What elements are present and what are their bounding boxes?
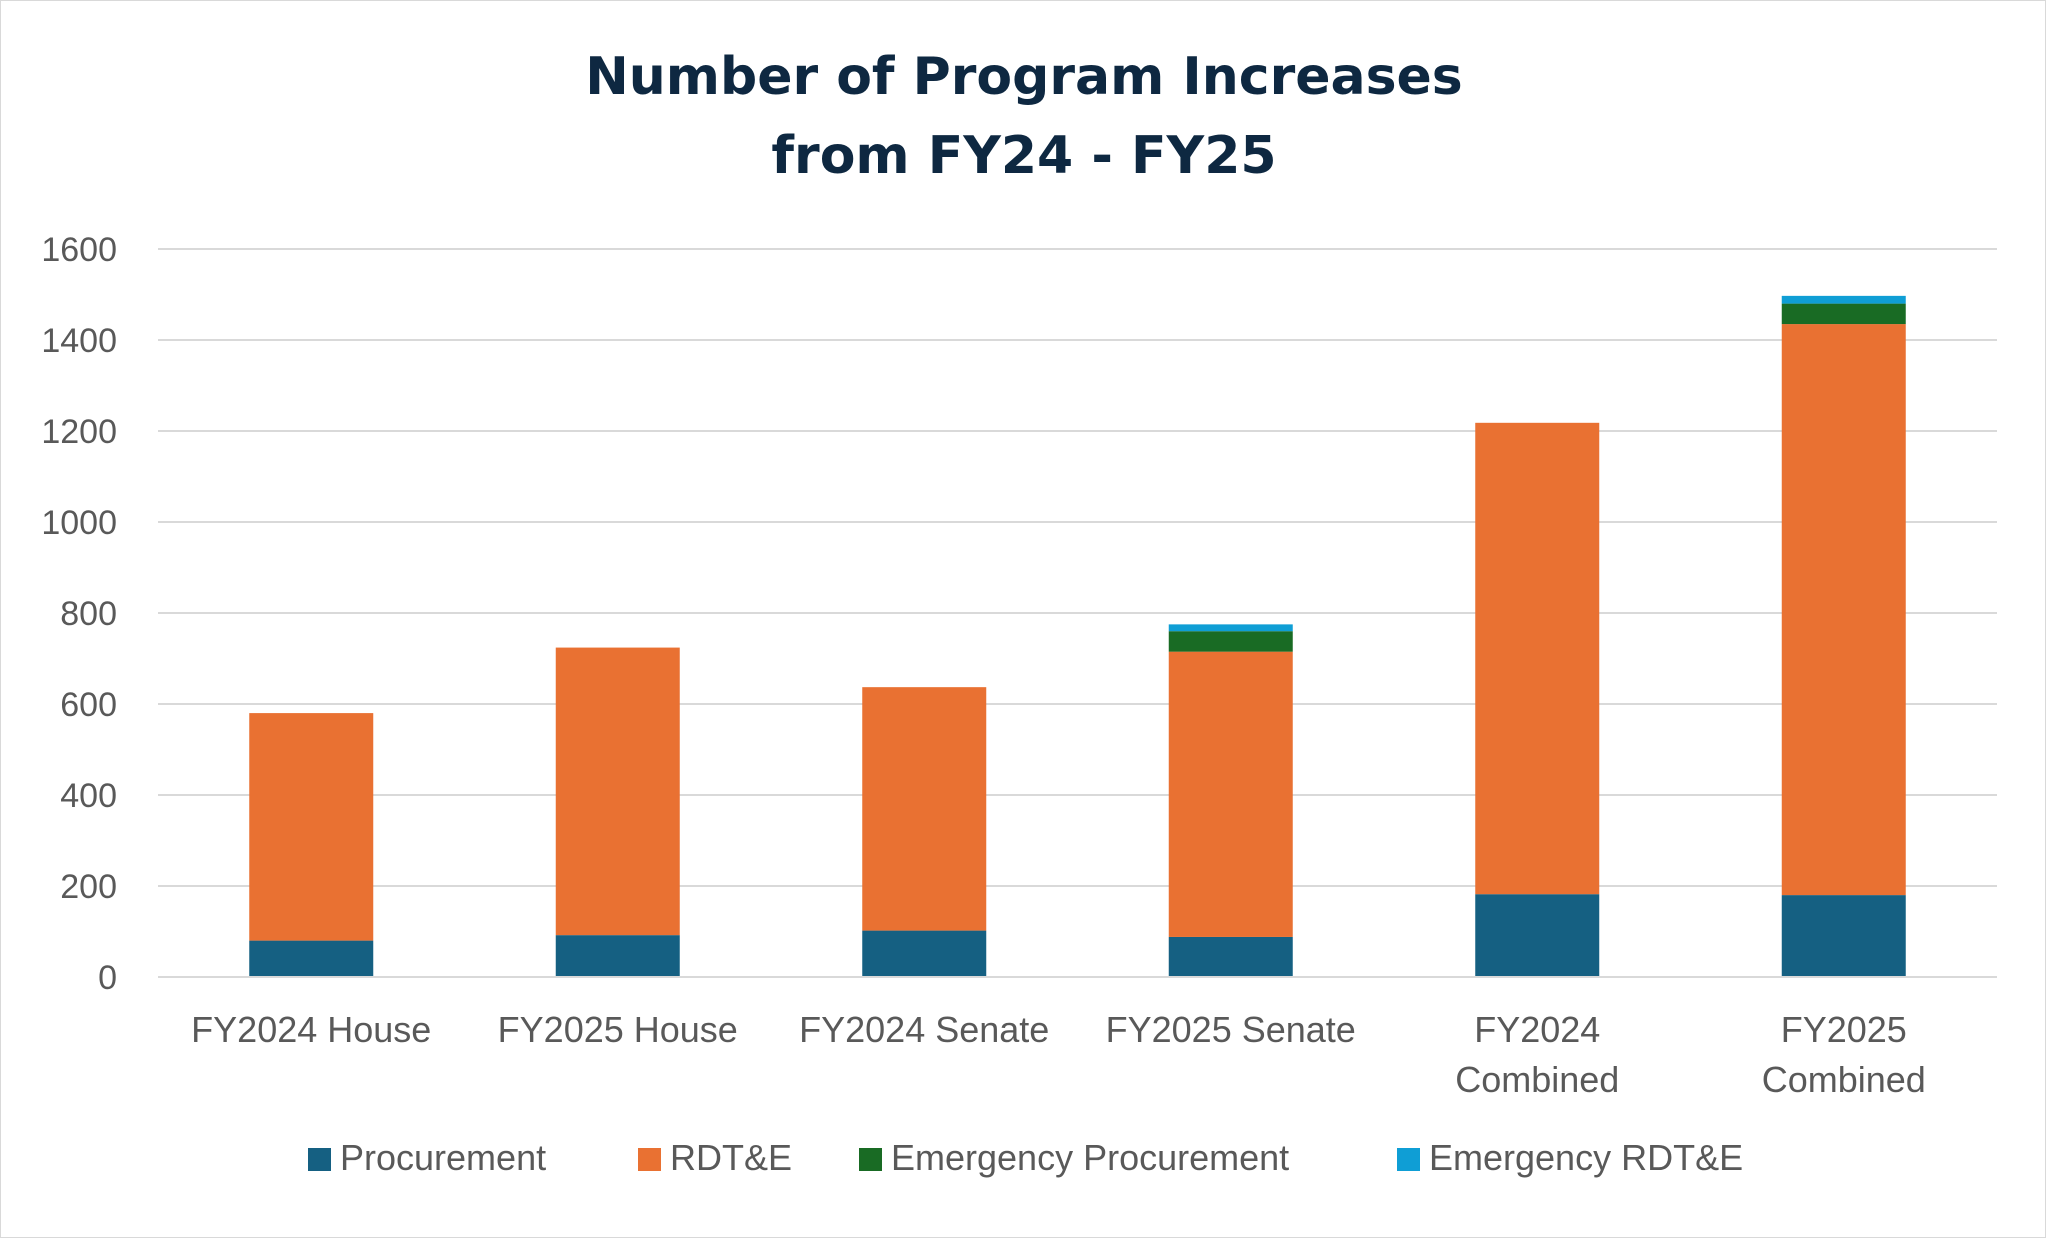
bar-segment-procurement-6 [1781, 895, 1906, 977]
legend-label-procurement: Procurement [340, 1137, 546, 1178]
y-tick-label-1200: 1200 [41, 413, 117, 451]
legend-label-emergency-rdt-e: Emergency RDT&E [1429, 1137, 1743, 1178]
legend: Procurement RDT&E Emergency Procurement Eme… [308, 1137, 1743, 1178]
legend-label-emergency-procurement: Emergency Procurement [891, 1137, 1289, 1178]
gridlines [158, 248, 1997, 887]
y-tick-label-200: 200 [60, 868, 117, 906]
y-tick-label-600: 600 [60, 686, 117, 724]
bar-segment-rdt-e-1 [249, 713, 374, 941]
x-category-label-2-line-1: FY2025 House [498, 1009, 738, 1050]
y-tick-label-400: 400 [60, 777, 117, 815]
bar-stack-6 [1781, 295, 1906, 977]
bar-segment-procurement-1 [249, 940, 374, 977]
bar-segment-rdt-e-3 [862, 687, 987, 931]
bar-segment-emergency-procurement-4 [1168, 631, 1293, 652]
x-category-label-1-line-1: FY2024 House [191, 1009, 431, 1050]
bar-stack-5 [1475, 422, 1600, 977]
legend-label-rdt-e: RDT&E [670, 1137, 792, 1178]
x-category-label-6-line-1: FY2025 [1781, 1009, 1907, 1050]
legend-swatch-emergency-procurement [859, 1148, 882, 1171]
chart-title-line-2: from FY24 - FY25 [771, 126, 1276, 186]
bar-segment-procurement-2 [555, 935, 680, 977]
x-category-label-5-line-1: FY2024 [1474, 1009, 1600, 1050]
chart-title-line-1: Number of Program Increases [585, 47, 1463, 107]
legend-swatch-procurement [308, 1148, 331, 1171]
chart-title: Number of Program Increases from FY24 - F… [585, 47, 1463, 186]
bar-segment-rdt-e-5 [1475, 422, 1600, 895]
x-category-label-6-line-2: Combined [1762, 1059, 1926, 1100]
bar-segment-rdt-e-6 [1781, 324, 1906, 896]
bar-segment-procurement-4 [1168, 936, 1293, 977]
bar-stack-1 [249, 713, 374, 977]
y-tick-label-0: 0 [98, 959, 117, 997]
bar-stack-4 [1168, 624, 1293, 977]
x-category-label-3-line-1: FY2024 Senate [799, 1009, 1049, 1050]
bar-stack-2 [555, 647, 680, 977]
y-tick-label-800: 800 [60, 595, 117, 633]
y-tick-label-1000: 1000 [41, 504, 117, 542]
bars [249, 295, 1906, 977]
x-category-label-4-line-1: FY2025 Senate [1106, 1009, 1356, 1050]
legend-swatch-emergency-rdt-e [1397, 1148, 1420, 1171]
x-axis-category-labels: FY2024 House FY2025 House FY2024 Senate FY2… [191, 1009, 1926, 1100]
bar-segment-rdt-e-2 [555, 647, 680, 936]
y-axis-tick-labels: 0 200 400 600 800 1000 1200 1400 1600 [41, 231, 117, 997]
bar-stack-3 [862, 687, 987, 977]
y-tick-label-1600: 1600 [41, 231, 117, 269]
bar-segment-procurement-5 [1475, 894, 1600, 977]
x-category-label-5-line-2: Combined [1455, 1059, 1619, 1100]
bar-segment-rdt-e-4 [1168, 651, 1293, 937]
legend-swatch-rdt-e [638, 1148, 661, 1171]
bar-segment-procurement-3 [862, 930, 987, 977]
y-tick-label-1400: 1400 [41, 322, 117, 360]
bar-segment-emergency-rdt-e-6 [1781, 295, 1906, 304]
bar-segment-emergency-rdt-e-4 [1168, 624, 1293, 632]
bar-segment-emergency-procurement-6 [1781, 303, 1906, 325]
